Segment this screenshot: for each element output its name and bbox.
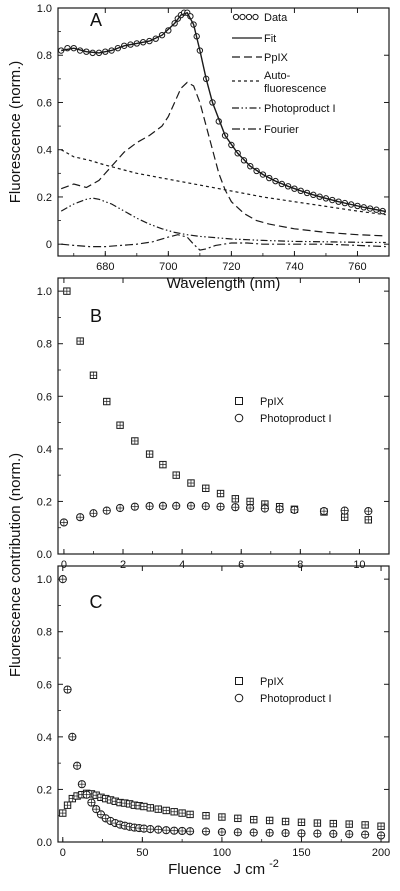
panel-a-legend-label-1: Fit — [264, 33, 276, 45]
panel-a-data-point — [165, 27, 172, 34]
panel-b-frame — [57, 277, 390, 555]
panel-b-xtick-label-1: 2 — [120, 559, 126, 571]
panel-a-series-auto-fluorescence — [60, 149, 386, 216]
panel-c-xtick-label-0: 0 — [60, 847, 66, 859]
panel-a-ytick-label-5: 1.0 — [37, 3, 52, 15]
panel-c-frame — [57, 565, 390, 843]
panel-b-ytick-label-0: 0.0 — [37, 549, 52, 561]
panel-a-legend-data-marker — [245, 13, 253, 21]
panel-c-legend-photoproduct-label: Photoproduct I — [260, 693, 332, 705]
panel-a-ytick-label-1: 0.2 — [37, 192, 52, 204]
panel-b-ytick-label-4: 0.8 — [37, 339, 52, 351]
panel-b-legend-ppix-marker — [235, 397, 243, 405]
panel-a-legend-label-4: fluorescence — [264, 83, 326, 95]
panel-a-series-fourier — [61, 234, 386, 251]
panel-b-xtick-label-2: 4 — [179, 559, 185, 571]
panel-c-xlabel-sup: -2 — [269, 858, 279, 870]
panel-b-xtick-label-3: 6 — [238, 559, 244, 571]
panel-a-ytick-label-4: 0.8 — [37, 50, 52, 62]
panel-b-ytick-label-3: 0.6 — [37, 391, 52, 403]
panel-b-legend-photoproduct-label: Photoproduct I — [260, 413, 332, 425]
panel-c-legend-photoproduct-marker — [234, 693, 244, 703]
panel-b-ytick-label-5: 1.0 — [37, 286, 52, 298]
panel-c-ytick-label-3: 0.6 — [37, 679, 52, 691]
panel-a-series-photoproduct-i — [60, 197, 386, 244]
panel-a-xtick-label-0: 680 — [96, 261, 114, 273]
panel-b-xtick-label-4: 8 — [297, 559, 303, 571]
panel-c-ytick-label-0: 0.0 — [37, 837, 52, 849]
panel-b-ytick-label-2: 0.4 — [37, 444, 52, 456]
panel-c-ytick-label-2: 0.4 — [37, 732, 52, 744]
panel-a-xtick-label-2: 720 — [222, 261, 240, 273]
panel-b-legend-ppix-label: PpIX — [260, 396, 285, 408]
panel-b-xtick-label-5: 10 — [353, 559, 365, 571]
panel-a-ylabel: Fluorescence (norm.) — [7, 61, 24, 204]
panel-b-legend-photoproduct-marker — [234, 413, 244, 423]
panel-a-legend-data-marker — [232, 13, 240, 21]
panel-b-ytick-label-1: 0.2 — [37, 496, 52, 508]
panel-a-legend-label-5: Photoproduct I — [264, 103, 336, 115]
panel-a: 680 700 720 740 760 0 0.2 0.4 0.6 0.8 1.0 A Waveleng… — [37, 3, 390, 292]
panel-bc-ylabel: Fluorescence contribution (norm.) — [7, 453, 24, 677]
panel-a-legend-label-3: Auto- — [264, 70, 291, 82]
panel-a-legend-data-marker — [252, 13, 259, 21]
panel-a-series-fit — [61, 11, 386, 213]
panel-a-xtick-label-1: 700 — [159, 261, 177, 273]
panel-c-letter: C — [90, 592, 103, 612]
panel-c-xtick-label-1: 50 — [136, 847, 148, 859]
panel-c-xlabel-unit: J cm — [233, 861, 265, 878]
panel-a-ytick-label-2: 0.4 — [37, 145, 52, 157]
panel-a-frame — [57, 7, 390, 257]
panel-a-letter: A — [90, 10, 102, 30]
panel-a-ytick-label-3: 0.6 — [37, 97, 52, 109]
panel-a-series-ppix — [60, 81, 386, 237]
panel-a-xlabel: Wavelength (nm) — [167, 275, 281, 292]
panel-c-legend-ppix-marker — [235, 677, 243, 685]
panel-c-xtick-label-3: 150 — [292, 847, 310, 859]
panel-c-xlabel: Fluence J cm -2 — [168, 858, 279, 878]
panel-a-legend-label-6: Fourier — [264, 124, 299, 136]
panel-a-legend-data-marker — [239, 13, 246, 21]
panel-b-xtick-label-0: 0 — [61, 559, 67, 571]
panel-a-legend-label-0: Data — [264, 12, 288, 24]
panel-a-xtick-label-3: 740 — [285, 261, 303, 273]
panel-c-ytick-label-1: 0.2 — [37, 784, 52, 796]
panel-c-ytick-label-5: 1.0 — [37, 574, 52, 586]
panel-c-legend-ppix-label: PpIX — [260, 676, 285, 688]
panel-b: 0 2 4 6 8 10 0.0 0.2 0.4 0.6 0.8 1.0 B PpIX Photoprodu… — [37, 277, 390, 571]
panel-b-letter: B — [90, 306, 102, 326]
panel-a-xtick-label-4: 760 — [348, 261, 366, 273]
panel-c-xtick-label-4: 200 — [372, 847, 390, 859]
panel-c-xtick-label-2: 100 — [213, 847, 231, 859]
panel-a-ytick-label-0: 0 — [46, 239, 52, 251]
panel-c-ytick-label-4: 0.8 — [37, 627, 52, 639]
panel-a-legend-label-2: PpIX — [264, 52, 289, 64]
